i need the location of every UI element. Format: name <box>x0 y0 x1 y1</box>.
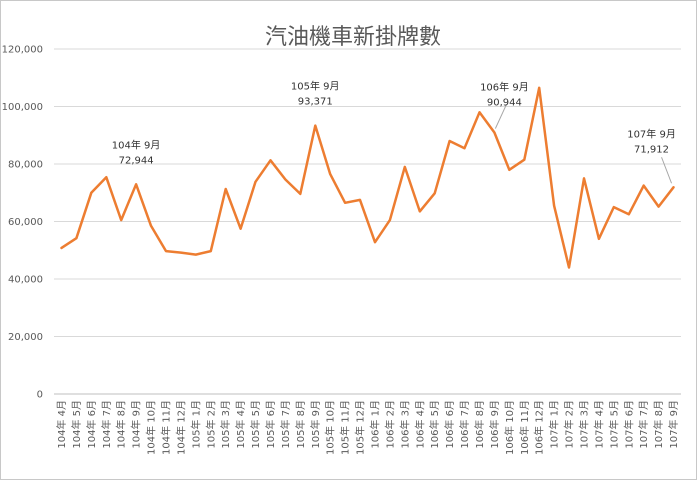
x-tick-label: 107年 7月 <box>637 400 650 449</box>
x-tick-label: 106年 1月 <box>368 400 381 449</box>
x-tick-label: 107年 3月 <box>577 400 590 449</box>
x-tick-label: 107年 5月 <box>607 400 620 449</box>
x-tick-label: 107年 1月 <box>548 400 561 449</box>
x-tick-label: 104年 12月 <box>174 400 187 455</box>
x-tick-label: 104年 9月 <box>130 400 143 449</box>
x-tick-label: 105年 11月 <box>339 400 352 455</box>
x-tick-label: 105年 9月 <box>309 400 322 449</box>
x-tick-label: 105年 2月 <box>204 400 217 449</box>
y-tick-label: 0 <box>37 390 43 401</box>
data-label-value: 71,912 <box>634 144 669 155</box>
y-tick-label: 20,000 <box>8 332 43 343</box>
x-axis-ticks: 104年 4月 104年 5月 104年 6月 104年 7月 104年 8月 104年 … <box>55 400 680 455</box>
x-tick-label: 105年 8月 <box>294 400 307 449</box>
x-tick-label: 105年 1月 <box>189 400 202 449</box>
x-tick-label: 107年 4月 <box>592 400 605 449</box>
x-tick-label: 104年 5月 <box>70 400 83 449</box>
gridlines <box>54 48 681 395</box>
data-label-period: 106年 9月 <box>480 81 529 94</box>
x-tick-label: 105年 7月 <box>279 400 292 449</box>
y-tick-label: 80,000 <box>8 160 43 171</box>
data-label-value: 90,944 <box>487 98 522 109</box>
y-tick-label: 100,000 <box>2 102 43 113</box>
x-tick-label: 106年 2月 <box>383 400 396 449</box>
x-tick-label: 104年 7月 <box>100 400 113 449</box>
x-tick-label: 107年 2月 <box>563 400 576 449</box>
x-tick-label: 105年 6月 <box>264 400 277 449</box>
x-tick-label: 105年 3月 <box>219 400 232 449</box>
data-label-period: 104年 9月 <box>112 138 161 151</box>
x-tick-label: 105年 4月 <box>234 400 247 449</box>
data-label-period: 107年 9月 <box>627 127 676 140</box>
x-tick-label: 106年 12月 <box>533 400 546 455</box>
data-labels: 104年 9月 72,944 105年 9月 93,371 106年 9月 90,944 1… <box>112 80 676 184</box>
x-tick-label: 104年 6月 <box>85 400 98 449</box>
x-tick-label: 105年 10月 <box>324 400 337 455</box>
x-tick-label: 104年 8月 <box>115 400 128 449</box>
data-label-period: 105年 9月 <box>291 80 340 93</box>
data-label-value: 93,371 <box>298 97 333 108</box>
x-tick-label: 104年 11月 <box>159 400 172 455</box>
x-tick-label: 106年 6月 <box>443 400 456 449</box>
x-tick-label: 106年 3月 <box>398 400 411 449</box>
series-line <box>60 86 675 269</box>
x-tick-label: 107年 8月 <box>652 400 665 449</box>
x-tick-label: 105年 12月 <box>354 400 367 455</box>
leader-line <box>494 104 507 129</box>
x-tick-label: 106年 4月 <box>413 400 426 449</box>
x-tick-label: 106年 5月 <box>428 400 441 449</box>
x-tick-label: 104年 10月 <box>145 400 158 455</box>
x-tick-label: 105年 5月 <box>249 400 262 449</box>
y-tick-label: 60,000 <box>8 217 43 228</box>
x-tick-label: 106年 8月 <box>473 400 486 449</box>
series-layer <box>60 86 675 269</box>
y-tick-label: 40,000 <box>8 275 43 286</box>
data-label-value: 72,944 <box>119 155 154 166</box>
leader-line <box>661 157 673 184</box>
y-tick-label: 120,000 <box>2 45 43 56</box>
y-axis-ticks: 0 20,000 40,000 60,000 80,000 100,000 120,000 <box>2 45 43 401</box>
x-tick-label: 107年 6月 <box>622 400 635 449</box>
x-tick-label: 106年 10月 <box>503 400 516 455</box>
x-tick-label: 106年 11月 <box>518 400 531 455</box>
x-tick-label: 106年 9月 <box>488 400 501 449</box>
x-tick-label: 104年 4月 <box>55 400 68 449</box>
x-tick-label: 106年 7月 <box>458 400 471 449</box>
x-tick-label: 107年 9月 <box>667 400 680 449</box>
chart-title: 汽油機車新掛牌數 <box>265 25 441 50</box>
